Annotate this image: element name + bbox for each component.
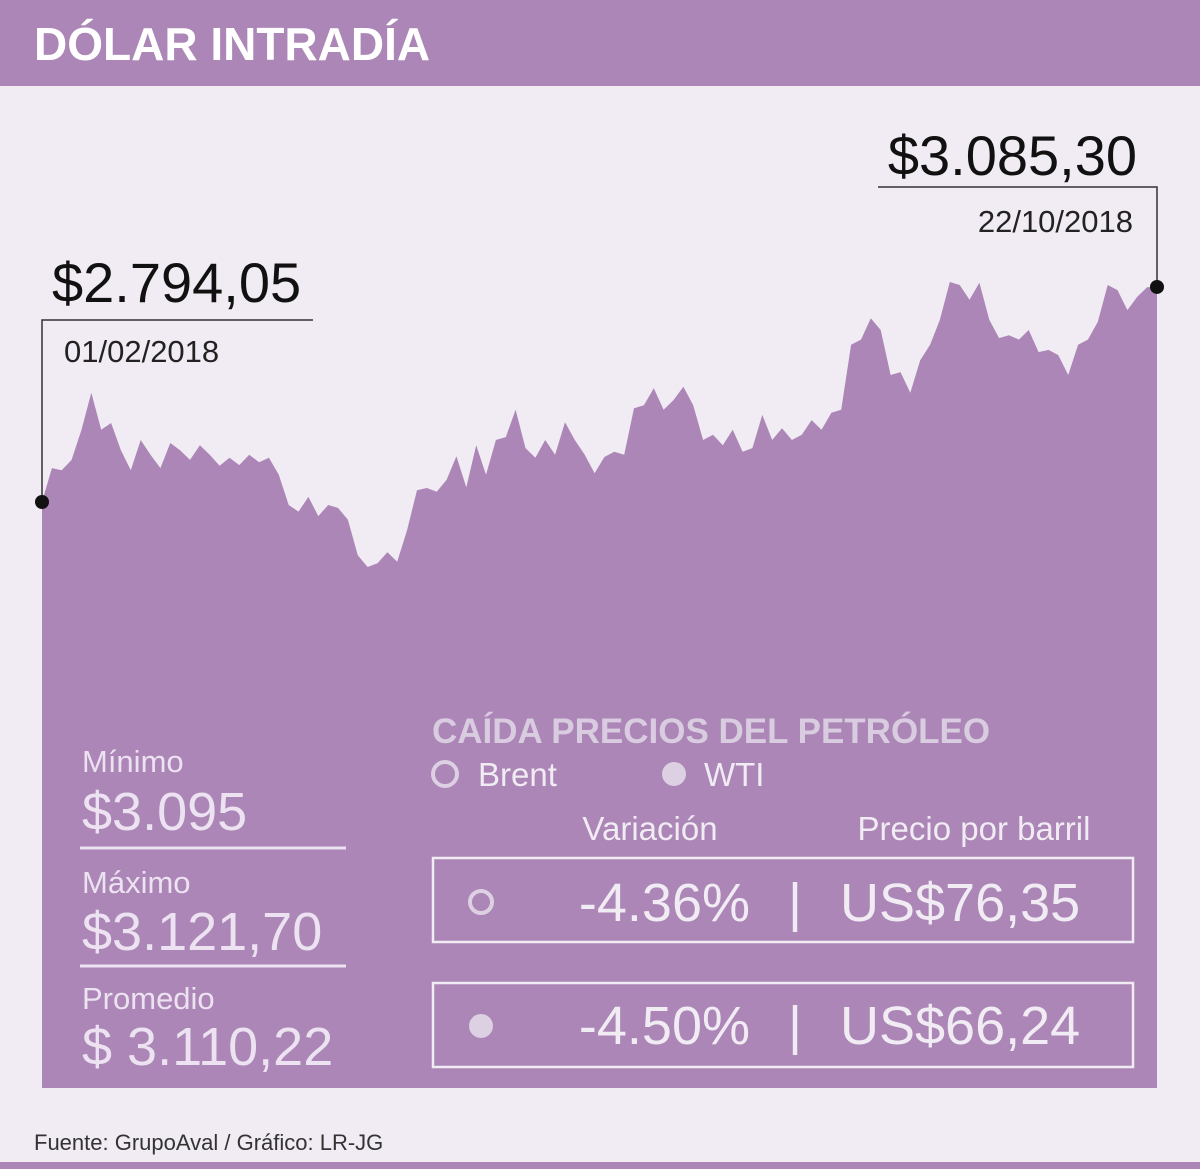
legend-icon-wti (662, 762, 686, 786)
stats: Mínimo $3.095 Máximo $3.121,70 Promedio … (80, 744, 346, 1077)
oil-title: CAÍDA PRECIOS DEL PETRÓLEO (432, 711, 990, 751)
start-value-label: $2.794,05 (52, 251, 301, 314)
end-value-label: $3.085,30 (888, 124, 1137, 187)
row-box (431, 981, 1135, 1069)
row-icon-wti (469, 1014, 493, 1038)
source: Fuente: GrupoAval / Gráfico: LR-JG (34, 1130, 383, 1155)
chart-title: DÓLAR INTRADÍA (34, 18, 430, 70)
stat-label: Mínimo (82, 744, 184, 779)
footer-bar (0, 1162, 1200, 1169)
separator: | (788, 873, 802, 933)
stat-value: $ 3.110,22 (82, 1017, 333, 1077)
start-date: 01/02/2018 (64, 334, 219, 369)
stat-label: Máximo (82, 865, 191, 900)
stat-label: Promedio (82, 981, 215, 1016)
end-date: 22/10/2018 (978, 204, 1133, 239)
stat-value: $3.095 (82, 782, 247, 842)
header-bar (0, 0, 1200, 86)
annotation-dot (1150, 279, 1164, 294)
row-icon-brent (468, 889, 494, 915)
area (42, 282, 1157, 1088)
legend-icon-brent (431, 760, 459, 788)
leader-line (41, 319, 313, 502)
price: US$66,24 (840, 996, 1080, 1056)
annotation-dot (35, 494, 49, 509)
variation: -4.50% (579, 996, 750, 1056)
variation: -4.36% (579, 873, 750, 933)
column-header: Variación (582, 810, 717, 847)
stat-value: $3.121,70 (82, 902, 322, 962)
leader-line (878, 186, 1158, 287)
row-box (431, 856, 1135, 944)
legend-label: WTI (704, 756, 764, 793)
area-layer (42, 282, 1157, 1088)
column-header: Precio por barril (858, 810, 1091, 847)
price: US$76,35 (840, 873, 1080, 933)
legend-label: Brent (478, 756, 557, 793)
separator: | (788, 996, 802, 1056)
